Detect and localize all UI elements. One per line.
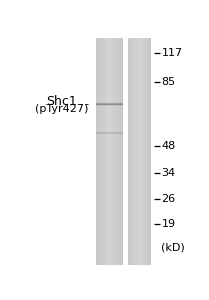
Text: (kD): (kD) bbox=[161, 242, 185, 252]
Bar bbox=[119, 38, 120, 265]
Text: 48: 48 bbox=[161, 141, 176, 151]
Bar bbox=[147, 38, 148, 265]
Bar bbox=[109, 38, 110, 265]
Text: --: -- bbox=[77, 99, 91, 109]
Bar bbox=[105, 38, 106, 265]
Bar bbox=[112, 38, 113, 265]
Bar bbox=[141, 38, 142, 265]
Bar bbox=[142, 38, 143, 265]
Bar bbox=[102, 38, 103, 265]
Bar bbox=[128, 38, 129, 265]
Text: 34: 34 bbox=[161, 168, 176, 178]
Bar bbox=[136, 38, 137, 265]
Bar bbox=[97, 38, 98, 265]
Bar bbox=[150, 38, 151, 265]
Bar bbox=[133, 38, 134, 265]
Bar bbox=[130, 38, 131, 265]
Bar bbox=[101, 38, 102, 265]
Bar bbox=[134, 38, 135, 265]
Bar bbox=[104, 38, 105, 265]
Text: 85: 85 bbox=[161, 77, 176, 87]
Bar bbox=[131, 38, 132, 265]
Text: (pTyr427): (pTyr427) bbox=[35, 104, 88, 114]
Bar bbox=[129, 38, 130, 265]
Bar bbox=[106, 38, 107, 265]
Bar bbox=[96, 38, 122, 265]
Bar bbox=[110, 38, 111, 265]
Text: 26: 26 bbox=[161, 194, 176, 204]
Bar bbox=[143, 38, 144, 265]
Bar bbox=[113, 38, 115, 265]
Bar bbox=[140, 38, 141, 265]
Bar bbox=[107, 38, 108, 265]
Bar bbox=[103, 38, 104, 265]
Bar bbox=[99, 38, 100, 265]
Bar bbox=[111, 38, 112, 265]
Bar bbox=[137, 38, 138, 265]
Bar bbox=[118, 38, 119, 265]
Bar bbox=[100, 38, 101, 265]
Bar bbox=[132, 38, 133, 265]
Bar bbox=[117, 38, 118, 265]
Bar bbox=[149, 38, 150, 265]
Bar bbox=[144, 38, 145, 265]
Bar bbox=[146, 38, 147, 265]
Bar bbox=[115, 38, 116, 265]
Text: Shc1: Shc1 bbox=[46, 95, 77, 108]
Bar bbox=[96, 38, 97, 265]
Bar bbox=[145, 38, 146, 265]
Bar bbox=[108, 38, 109, 265]
Bar bbox=[121, 38, 122, 265]
Bar bbox=[128, 38, 151, 265]
Bar bbox=[138, 38, 139, 265]
Bar bbox=[148, 38, 149, 265]
Bar bbox=[98, 38, 99, 265]
Bar bbox=[120, 38, 121, 265]
Bar bbox=[139, 38, 140, 265]
Bar bbox=[113, 38, 114, 265]
Bar bbox=[116, 38, 117, 265]
Text: 19: 19 bbox=[161, 219, 176, 229]
Bar bbox=[135, 38, 136, 265]
Text: 117: 117 bbox=[161, 48, 182, 58]
